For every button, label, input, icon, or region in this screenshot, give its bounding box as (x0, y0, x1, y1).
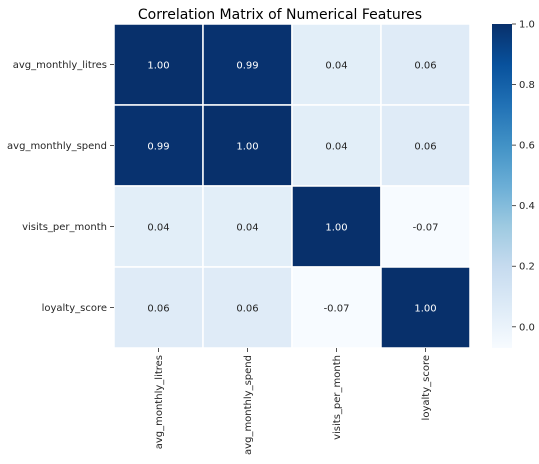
colorbar-tick-label: 0.8 (519, 80, 535, 91)
x-tick-label: avg_monthly_spend (243, 355, 254, 455)
heatmap-cell (380, 266, 471, 349)
cell-value-label: 0.04 (325, 61, 347, 72)
colorbar-tick-label: 0.6 (519, 141, 535, 152)
y-tick-label: avg_monthly_litres (13, 60, 107, 71)
cell-value-label: 0.06 (414, 61, 436, 72)
colorbar-tick-label: 0.4 (519, 201, 535, 212)
heatmap-cell (380, 185, 471, 268)
chart-title: Correlation Matrix of Numerical Features (138, 7, 422, 23)
colorbar-tick-label: 1.0 (519, 20, 535, 31)
y-tick-label: loyalty_score (42, 303, 107, 314)
cell-value-label: 0.06 (414, 142, 436, 153)
cell-value-label: -0.07 (324, 304, 350, 315)
cell-value-label: 0.99 (147, 142, 169, 153)
cell-value-label: 0.04 (236, 223, 258, 234)
cell-value-label: 1.00 (325, 223, 347, 234)
cell-value-label: 1.00 (147, 61, 169, 72)
heatmap-cell (380, 104, 471, 187)
y-axis-tick-labels: avg_monthly_litres avg_monthly_spendvisit… (7, 60, 114, 314)
cell-value-label: 0.04 (325, 142, 347, 153)
colorbar-ticks: 1.0 0.8 0.6 0.4 0.2 0.0 (512, 20, 535, 333)
x-axis-tick-labels: avg_monthly_litres avg_monthly_spend visit… (154, 348, 432, 455)
y-tick-label: avg_monthly_spend (7, 141, 107, 152)
cell-value-label: 0.06 (236, 304, 258, 315)
cell-value-label: 0.06 (147, 304, 169, 315)
heatmap-cell (113, 23, 204, 106)
heatmap-cell (380, 23, 471, 106)
cell-value-label: -0.07 (413, 223, 439, 234)
colorbar-tick-label: 0.2 (519, 262, 535, 273)
cell-value-label: 0.99 (236, 61, 258, 72)
x-tick-label: avg_monthly_litres (154, 355, 165, 449)
x-tick-label: loyalty_score (421, 355, 432, 420)
heatmap-cell (202, 266, 293, 349)
heatmap-cell (291, 23, 382, 106)
cell-value-label: 1.00 (414, 304, 436, 315)
heatmap-cells: 1.00 0.99 0.04 0.06 0.99 1.00 0.04 0.06 0.04 0.04… (113, 23, 471, 349)
heatmap-cell (202, 185, 293, 268)
cell-value-label: 1.00 (236, 142, 258, 153)
y-tick-label: visits_per_month (22, 222, 107, 233)
x-tick-label: visits_per_month (332, 355, 343, 440)
colorbar-tick-label: 0.0 (519, 322, 535, 333)
cell-value-label: 0.04 (147, 223, 169, 234)
heatmap-cell (202, 104, 293, 187)
heatmap-cell (202, 23, 293, 106)
colorbar (492, 24, 512, 348)
